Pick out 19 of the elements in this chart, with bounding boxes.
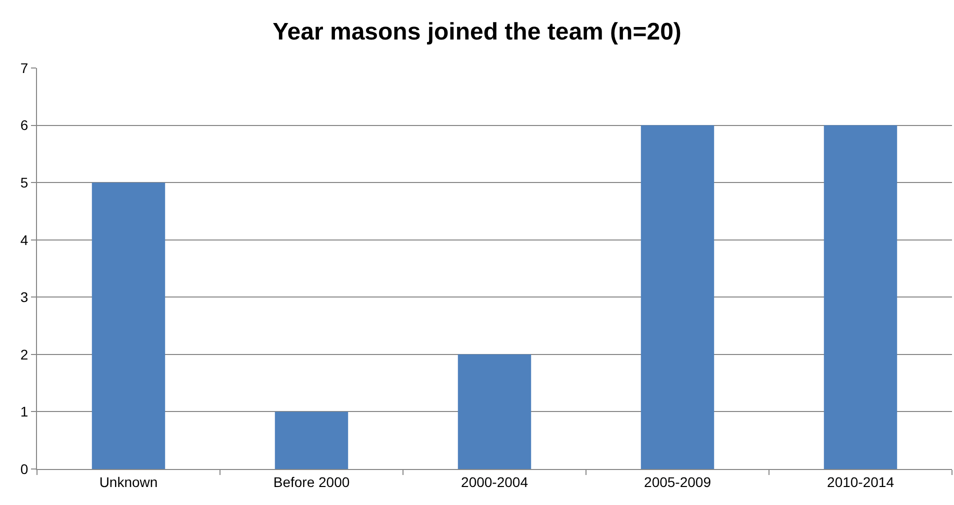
y-tick-label: 0 [20,460,28,477]
y-tick-label: 4 [20,232,28,248]
y-tick-label: 5 [20,174,28,190]
bar [458,354,532,469]
bar [824,125,898,469]
y-tick-label: 3 [20,289,28,306]
x-tick-label: 2005-2009 [644,474,712,490]
x-tick-label: Unknown [99,474,158,490]
x-tick-label: 2010-2014 [827,474,894,490]
bar [92,182,166,469]
bar [274,412,348,469]
x-tick-label: 2000-2004 [461,474,528,490]
y-tick-label: 7 [20,60,28,76]
y-tick-label: 2 [20,346,28,362]
y-tick-label: 1 [20,404,28,420]
bar [640,125,714,469]
x-tick-label: Before 2000 [273,474,350,490]
chart-title: Year masons joined the team (n=20) [272,18,682,46]
y-tick-label: 6 [20,117,28,134]
